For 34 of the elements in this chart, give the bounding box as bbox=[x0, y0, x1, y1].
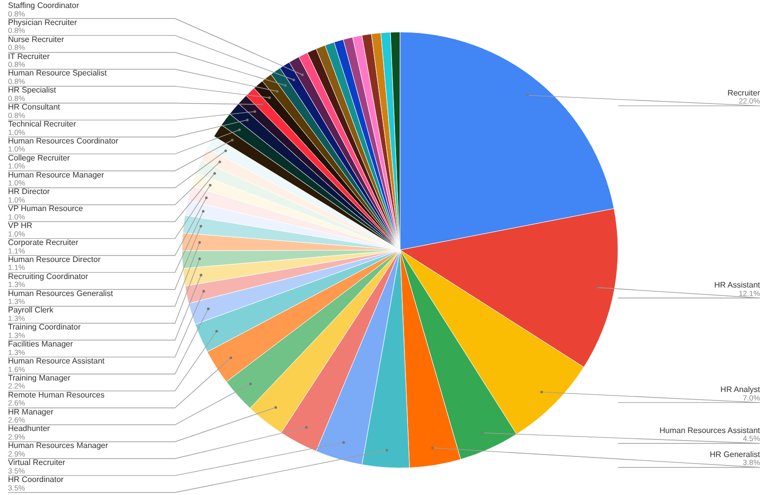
slice-label: Human Resources Coordinator bbox=[8, 136, 119, 146]
slice-label: HR Analyst bbox=[720, 385, 761, 394]
slice-label: HR Manager bbox=[8, 407, 54, 416]
slice-label: Human Resource Assistant bbox=[8, 356, 106, 366]
slice-label: Technical Recruiter bbox=[8, 120, 76, 128]
slice-label: Recruiting Coordinator bbox=[8, 272, 88, 281]
slice-label: Corporate Recruiter bbox=[8, 238, 79, 247]
slice-label: HR Consultant bbox=[8, 102, 61, 112]
slice-label: Human Resource Director bbox=[8, 254, 101, 264]
slice-label: Virtual Recruiter bbox=[8, 458, 66, 468]
slice-label: HR Assistant bbox=[714, 280, 761, 290]
slice-label: Remote Human Resources bbox=[8, 390, 104, 400]
slice-label: Nurse Recruiter bbox=[8, 34, 64, 44]
slice-label: HR Coordinator bbox=[8, 475, 64, 484]
slice-label: HR Director bbox=[8, 187, 50, 196]
slice-label: Human Resources Manager bbox=[8, 441, 108, 450]
slice-label: Human Resources Assistant bbox=[660, 426, 761, 435]
slice-label: VP Human Resource bbox=[8, 204, 84, 214]
slice-label: Staffing Coordinator bbox=[8, 1, 80, 10]
slice-label: Facilities Manager bbox=[8, 340, 74, 349]
slice-label: VP HR bbox=[8, 221, 33, 230]
slice-label: Training Manager bbox=[8, 373, 71, 382]
slice-label: Training Coordinator bbox=[8, 322, 81, 332]
slice-label: College Recruiter bbox=[8, 153, 70, 162]
slice-label: Human Resources Generalist bbox=[8, 288, 114, 298]
slice-label: Physician Recruiter bbox=[8, 18, 78, 27]
slice-label: HR Generalist bbox=[710, 450, 761, 459]
slice-label: Human Resource Specialist bbox=[8, 68, 108, 78]
slice-label: IT Recruiter bbox=[8, 52, 50, 61]
slice-label: Human Resource Manager bbox=[8, 170, 104, 180]
slice-label: Payroll Clerk bbox=[8, 306, 54, 315]
slice-label: Headhunter bbox=[8, 424, 50, 434]
slice-label: HR Specialist bbox=[8, 86, 57, 95]
slice-label: Recruiter bbox=[728, 88, 760, 98]
